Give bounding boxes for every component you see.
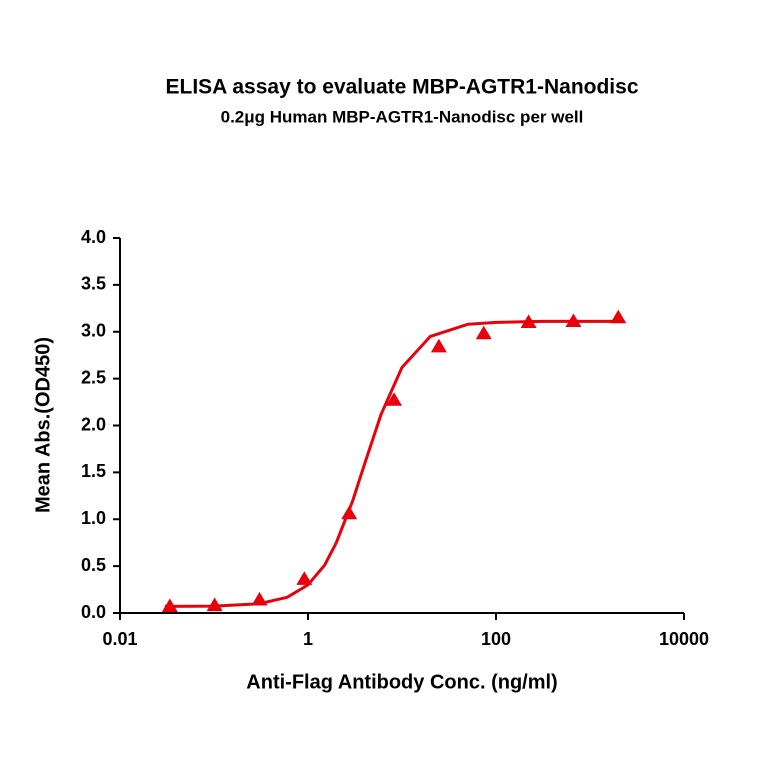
- y-tick-label: 2.0: [81, 414, 106, 434]
- y-tick-label: 0.5: [81, 555, 106, 575]
- x-tick-label: 0.01: [102, 629, 137, 649]
- data-point: [206, 597, 223, 612]
- chart-subtitle: 0.2μg Human MBP-AGTR1-Nanodisc per well: [221, 107, 584, 126]
- data-point: [475, 325, 492, 340]
- y-tick-label: 1.5: [81, 461, 106, 481]
- data-point: [430, 338, 447, 353]
- y-tick-label: 0.0: [81, 602, 106, 622]
- data-point: [296, 571, 313, 585]
- y-axis-label: Mean Abs.(OD450): [32, 337, 54, 513]
- x-tick-label: 1: [303, 629, 313, 649]
- x-axis-label: Anti-Flag Antibody Conc. (ng/ml): [246, 671, 557, 693]
- y-tick-label: 3.5: [81, 274, 106, 294]
- data-point: [610, 309, 627, 324]
- chart-title: ELISA assay to evaluate MBP-AGTR1-Nanodi…: [165, 76, 638, 99]
- y-tick-label: 1.0: [81, 508, 106, 528]
- y-tick-label: 2.5: [81, 367, 106, 387]
- fit-curve: [164, 319, 619, 608]
- x-tick-label: 100: [481, 629, 511, 649]
- y-tick-label: 4.0: [81, 227, 106, 247]
- data-point: [386, 392, 403, 406]
- y-tick-label: 3.0: [81, 321, 106, 341]
- x-tick-label: 10000: [659, 629, 709, 649]
